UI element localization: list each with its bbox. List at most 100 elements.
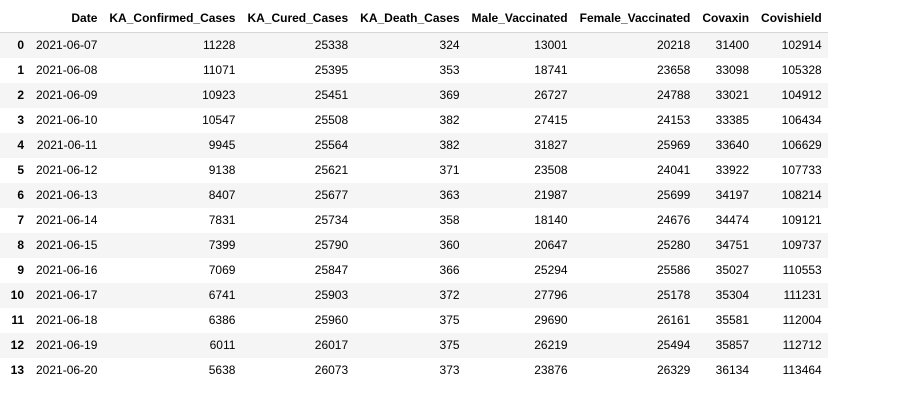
table-cell: 2021-06-18 (36, 313, 98, 327)
table-cell: 5638 (208, 363, 236, 377)
table-body: 0 2021-06-07 11228 25338 324 13001 20218 31400 1… (0, 32, 828, 383)
column-header: Covaxin (696, 4, 756, 33)
table-cell: 25280 (656, 238, 691, 252)
table-cell: 104912 (781, 88, 822, 102)
table-cell: 102914 (781, 38, 822, 52)
table-cell: 24788 (656, 88, 691, 102)
table-cell: 109737 (781, 238, 822, 252)
table-cell: 31400 (715, 38, 750, 52)
row-index: 0 (17, 38, 24, 52)
table-cell: 31827 (534, 138, 568, 152)
row-index: 4 (17, 138, 24, 152)
row-index: 13 (10, 363, 24, 377)
row-index: 1 (17, 63, 24, 77)
table-cell: 2021-06-11 (36, 138, 98, 152)
column-header: Male_Vaccinated (465, 4, 574, 33)
header-row: Date KA_Confirmed_Cases KA_Cured_Cases KA_D… (0, 4, 828, 33)
table-cell: 25451 (314, 88, 349, 102)
table-cell: 2021-06-12 (36, 163, 98, 177)
table-cell: 26329 (656, 363, 691, 377)
row-index: 5 (17, 163, 24, 177)
column-header: KA_Confirmed_Cases (103, 4, 242, 33)
table-cell: 33385 (715, 113, 750, 127)
table-cell: 25969 (656, 138, 691, 152)
table-cell: 27415 (534, 113, 568, 127)
table-cell: 20647 (534, 238, 568, 252)
row-index: 10 (10, 288, 24, 302)
table-row: 7 2021-06-14 7831 25734 358 18140 24676 34474 10… (0, 208, 828, 233)
table-cell: 27796 (534, 288, 568, 302)
table-cell: 35857 (715, 338, 750, 352)
table-cell: 8407 (208, 188, 236, 202)
table-cell: 6386 (208, 313, 236, 327)
table-cell: 107733 (781, 163, 822, 177)
table-cell: 25621 (314, 163, 349, 177)
table-cell: 112712 (782, 338, 822, 352)
column-header: Female_Vaccinated (573, 4, 697, 33)
table-row: 5 2021-06-12 9138 25621 371 23508 24041 33922 10… (0, 158, 828, 183)
row-index: 2 (17, 88, 24, 102)
table-cell: 33098 (715, 63, 750, 77)
table-cell: 26161 (656, 313, 691, 327)
table-cell: 372 (439, 288, 460, 302)
table-cell: 113464 (782, 363, 822, 377)
table-cell: 24676 (656, 213, 691, 227)
table-cell: 6011 (209, 338, 236, 352)
table-cell: 11228 (202, 38, 236, 52)
table-cell: 23658 (656, 63, 691, 77)
column-header: KA_Death_Cases (354, 4, 466, 33)
table-cell: 26219 (534, 338, 568, 352)
table-cell: 33922 (715, 163, 750, 177)
table-cell: 25508 (314, 113, 349, 127)
table-cell: 20218 (656, 38, 691, 52)
row-index: 7 (17, 213, 24, 227)
table-row: 1 2021-06-08 11071 25395 353 18741 23658 33098 1… (0, 58, 828, 83)
table-cell: 25338 (314, 38, 349, 52)
table-cell: 382 (439, 113, 460, 127)
table-row: 4 2021-06-11 9945 25564 382 31827 25969 33640 10… (0, 133, 828, 158)
table-row: 6 2021-06-13 8407 25677 363 21987 25699 34197 10… (0, 183, 828, 208)
table-cell: 18140 (534, 213, 568, 227)
table-cell: 2021-06-16 (36, 263, 98, 277)
row-index: 11 (11, 313, 24, 327)
table-cell: 353 (439, 63, 460, 77)
table-cell: 371 (439, 163, 460, 177)
table-row: 12 2021-06-19 6011 26017 375 26219 25494 35857 1… (0, 333, 828, 358)
table-cell: 26017 (314, 338, 349, 352)
table-cell: 109121 (781, 213, 822, 227)
table-cell: 2021-06-15 (36, 238, 98, 252)
table-row: 11 2021-06-18 6386 25960 375 29690 26161 35581 1… (0, 308, 828, 333)
table-cell: 36134 (715, 363, 750, 377)
table-cell: 29690 (534, 313, 568, 327)
table-cell: 25494 (656, 338, 691, 352)
column-header: Covishield (755, 4, 828, 33)
table-row: 0 2021-06-07 11228 25338 324 13001 20218 31400 1… (0, 32, 828, 58)
table-cell: 373 (439, 363, 460, 377)
table-cell: 105328 (781, 63, 822, 77)
table-cell: 2021-06-07 (36, 38, 98, 52)
table-cell: 375 (439, 313, 460, 327)
table-cell: 2021-06-17 (36, 288, 98, 302)
dataframe-output: Date KA_Confirmed_Cases KA_Cured_Cases KA_D… (0, 4, 828, 383)
table-row: 8 2021-06-15 7399 25790 360 20647 25280 34751 10… (0, 233, 828, 258)
row-index: 8 (17, 238, 24, 252)
table-cell: 7069 (208, 263, 236, 277)
table-cell: 106629 (781, 138, 822, 152)
table-row: 2 2021-06-09 10923 25451 369 26727 24788 33021 1… (0, 83, 828, 108)
table-cell: 358 (439, 213, 460, 227)
table-cell: 33640 (715, 138, 750, 152)
table-header: Date KA_Confirmed_Cases KA_Cured_Cases KA_D… (0, 4, 828, 33)
table-cell: 363 (439, 188, 460, 202)
table-cell: 110553 (782, 263, 822, 277)
table-cell: 382 (439, 138, 460, 152)
table-cell: 25790 (314, 238, 349, 252)
table-cell: 11071 (202, 63, 236, 77)
table-cell: 112004 (782, 313, 822, 327)
table-cell: 25178 (656, 288, 691, 302)
row-index: 3 (17, 113, 24, 127)
column-header: Date (30, 4, 104, 33)
table-cell: 6741 (208, 288, 236, 302)
table-cell: 2021-06-08 (36, 63, 98, 77)
table-cell: 25734 (314, 213, 349, 227)
table-cell: 24041 (656, 163, 691, 177)
